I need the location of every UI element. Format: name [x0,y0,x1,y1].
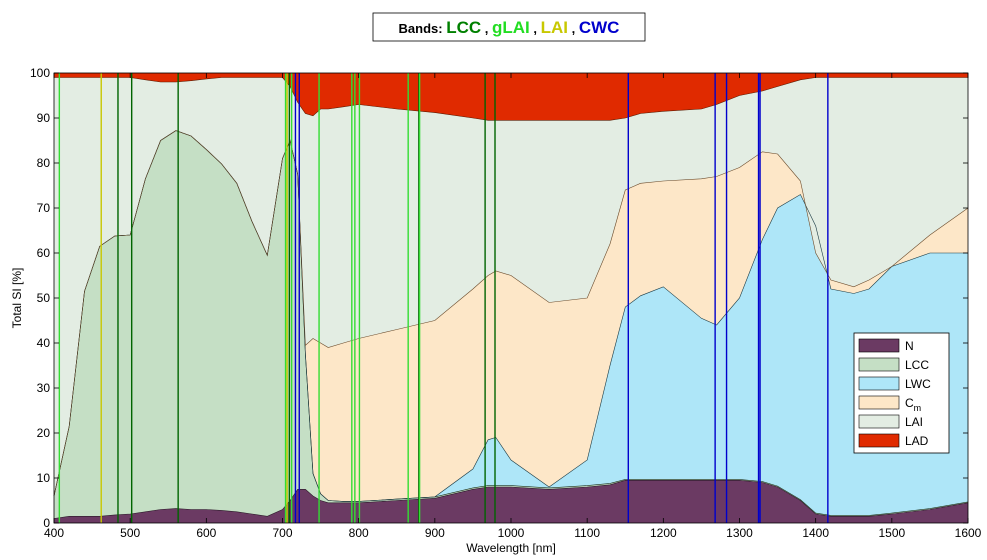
title-band-lai: LAI [541,18,568,37]
x-tick-label-1400: 1400 [802,526,829,540]
legend-swatch-lad [858,433,900,448]
title-band-glai: gLAI [492,18,530,37]
area-cm [54,130,968,502]
area-lad [54,73,968,121]
legend-swatch-cm [858,395,900,410]
legend-label-lai: LAI [905,415,923,429]
title-band-lcc: LCC [446,18,481,37]
area-lwc [54,130,968,516]
y-tick-label-90: 90 [37,111,51,125]
y-axis-title: Total SI [%] [10,268,24,329]
x-tick-label-1300: 1300 [726,526,753,540]
x-tick-label-1100: 1100 [574,526,600,540]
x-tick-label-1000: 1000 [498,526,525,540]
y-tick-label-60: 60 [37,246,51,260]
title-separator: , [481,21,492,36]
boundary-n [53,480,969,519]
y-tick-label-30: 30 [37,381,51,395]
legend-label-n: N [905,339,914,353]
legend-swatch-lcc [858,357,900,372]
boundary-lad [54,77,968,121]
area-n [54,480,968,523]
legend-swatch-n [858,338,900,353]
legend-box [853,332,950,454]
x-tick-label-900: 900 [425,526,445,540]
title-separator: , [530,21,541,36]
legend-label-lcc: LCC [905,358,929,372]
y-tick-label-80: 80 [37,156,51,170]
boundary-cm [53,130,969,497]
area-lai [54,77,968,496]
legend-swatch-lai [858,414,900,429]
x-tick-label-500: 500 [120,526,140,540]
title-prefix: Bands: [399,21,447,36]
title-band-cwc: CWC [579,18,620,37]
x-tick-label-400: 400 [44,526,64,540]
legend-label-subscript: m [914,403,922,413]
y-tick-label-50: 50 [37,291,51,305]
title-separator: , [568,21,579,36]
y-tick-label-100: 100 [30,66,50,80]
x-tick-label-600: 600 [196,526,216,540]
y-tick-label-40: 40 [37,336,51,350]
y-tick-label-0: 0 [43,516,50,530]
y-tick-label-20: 20 [37,426,51,440]
area-lcc [54,130,968,519]
legend-swatch-lwc [858,376,900,391]
title-box [372,12,646,42]
chart-title: Bands: LCC , gLAI , LAI , CWC [399,18,620,37]
x-tick-label-1200: 1200 [650,526,677,540]
legend-label-cm: Cm [905,396,921,413]
legend-label-lwc: LWC [905,377,931,391]
x-tick-label-700: 700 [272,526,292,540]
legend-label-lad: LAD [905,434,929,448]
x-axis-title: Wavelength [nm] [466,541,556,555]
y-tick-label-70: 70 [37,201,51,215]
x-tick-label-1600: 1600 [955,526,982,540]
x-tick-label-800: 800 [349,526,369,540]
y-tick-label-10: 10 [37,471,51,485]
x-tick-label-1500: 1500 [878,526,905,540]
legend-label-main: C [905,396,914,410]
